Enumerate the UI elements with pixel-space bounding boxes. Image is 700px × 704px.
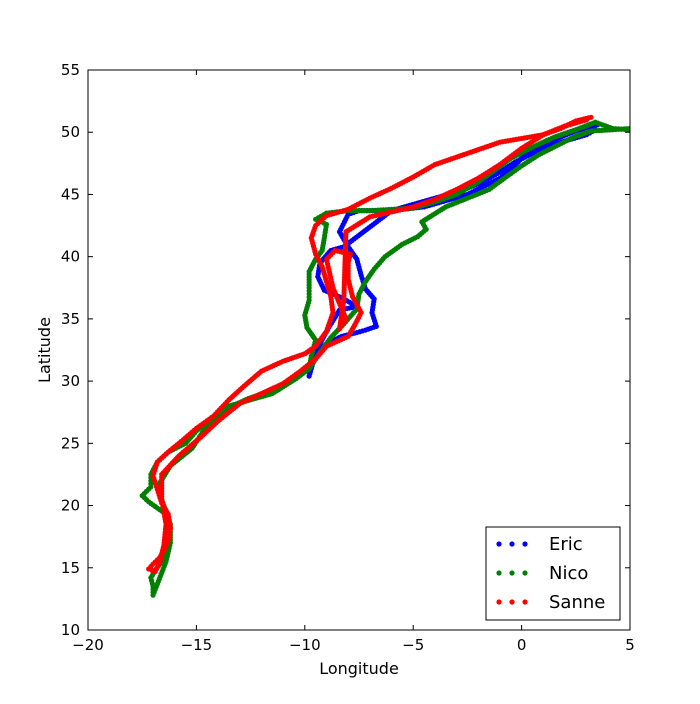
series-sanne — [146, 114, 594, 575]
legend-item-eric: Eric — [496, 534, 583, 555]
legend-box — [485, 526, 621, 621]
x-axis-label: Longitude — [319, 659, 399, 678]
y-tick-label: 45 — [61, 185, 80, 203]
y-tick-label: 30 — [61, 372, 80, 390]
legend-marker — [522, 541, 528, 547]
x-tick-label: −20 — [72, 636, 104, 654]
legend-marker — [496, 541, 502, 547]
y-tick-label: 55 — [61, 61, 80, 79]
legend-label: Nico — [549, 563, 588, 584]
legend-marker — [509, 541, 515, 547]
legend-marker — [496, 599, 502, 605]
series-layer — [139, 114, 630, 598]
legend-marker — [496, 570, 502, 576]
legend-item-sanne: Sanne — [496, 592, 605, 613]
y-tick-label: 25 — [61, 434, 80, 452]
plot-frame — [87, 69, 631, 631]
data-point-sanne — [584, 117, 590, 123]
legend: Eric Nico Sanne — [485, 526, 621, 621]
legend-label: Eric — [549, 534, 583, 555]
legend-marker — [509, 599, 515, 605]
y-tick-label: 50 — [61, 123, 80, 141]
legend-item-nico: Nico — [496, 563, 588, 584]
legend-label: Sanne — [549, 592, 605, 613]
y-tick-label: 20 — [61, 497, 80, 515]
legend-marker — [509, 570, 515, 576]
y-tick-label: 35 — [61, 310, 80, 328]
x-tick-label: −5 — [402, 636, 424, 654]
y-tick-label: 10 — [61, 621, 80, 639]
y-tick-label: 40 — [61, 248, 80, 266]
legend-marker — [522, 599, 528, 605]
ticks-layer: −20 −15 −10 −5 0 5 10 15 20 25 30 35 40 45 50 55 — [61, 61, 635, 654]
legend-marker — [522, 570, 528, 576]
y-axis-label: Latitude — [35, 317, 54, 383]
x-tick-label: 5 — [625, 636, 635, 654]
x-tick-label: −10 — [289, 636, 321, 654]
data-point-nico — [627, 125, 630, 132]
y-tick-label: 15 — [61, 559, 80, 577]
x-tick-label: −15 — [181, 636, 213, 654]
x-tick-label: 0 — [517, 636, 527, 654]
